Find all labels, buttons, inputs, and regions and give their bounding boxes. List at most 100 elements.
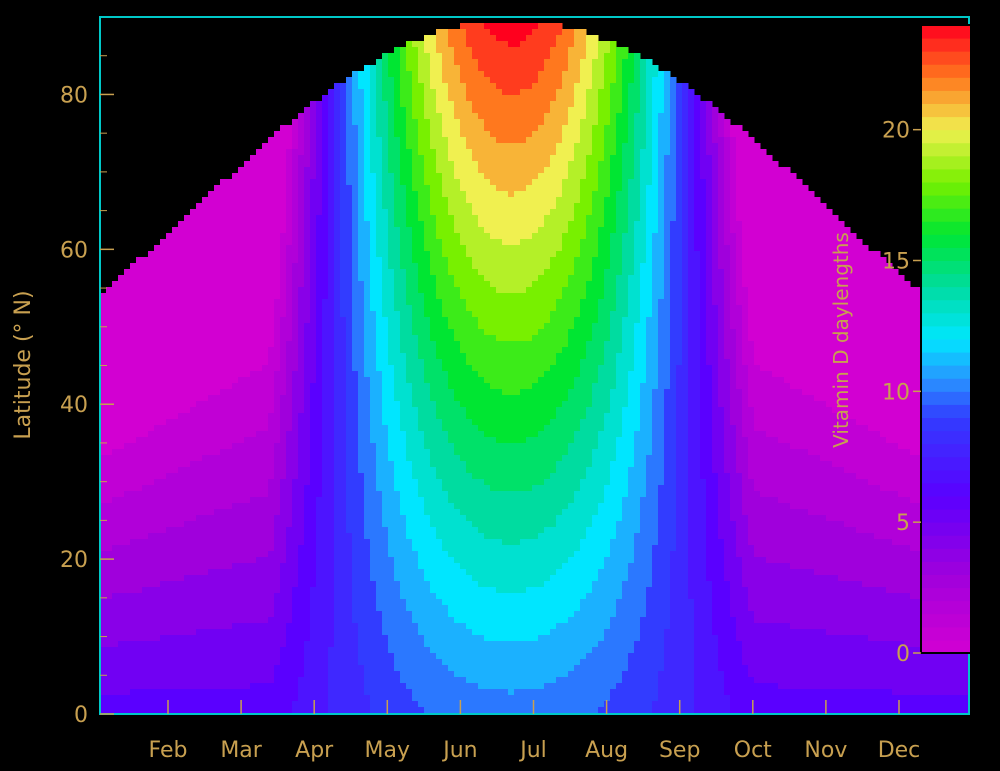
heatmap-cell [142,347,149,354]
heatmap-cell [358,191,365,198]
heatmap-cell [298,707,305,714]
heatmap-cell [412,305,419,312]
heatmap-cell [238,371,245,378]
heatmap-cell [316,551,323,558]
heatmap-cell [250,353,257,360]
heatmap-cell [370,221,377,228]
heatmap-cell [184,611,191,618]
heatmap-cell [274,275,281,282]
heatmap-cell [364,161,371,168]
heatmap-cell [394,587,401,594]
heatmap-cell [154,389,161,396]
heatmap-cell [244,431,251,438]
heatmap-cell [406,221,413,228]
heatmap-cell [298,311,305,318]
heatmap-cell [322,371,329,378]
heatmap-cell [196,479,203,486]
heatmap-cell [328,353,335,360]
heatmap-cell [226,683,233,690]
heatmap-cell [268,377,275,384]
heatmap-cell [328,509,335,516]
heatmap-cell [262,527,269,534]
heatmap-cell [256,581,263,588]
heatmap-cell [298,197,305,204]
heatmap-cell [310,671,317,678]
heatmap-cell [202,455,209,462]
heatmap-cell [400,233,407,240]
heatmap-cell [226,359,233,366]
heatmap-cell [322,569,329,576]
heatmap-cell [226,407,233,414]
heatmap-cell [154,593,161,600]
heatmap-cell [280,443,287,450]
heatmap-cell [226,701,233,708]
heatmap-cell [322,497,329,504]
heatmap-cell [220,599,227,606]
heatmap-cell [226,251,233,258]
heatmap-cell [100,593,107,600]
heatmap-cell [136,539,143,546]
heatmap-cell [346,599,353,606]
heatmap-cell [262,647,269,654]
heatmap-cell [136,653,143,660]
heatmap-cell [292,383,299,390]
heatmap-cell [118,617,125,624]
heatmap-cell [322,227,329,234]
heatmap-cell [130,347,137,354]
heatmap-cell [382,53,389,60]
heatmap-cell [304,521,311,528]
heatmap-cell [310,293,317,300]
heatmap-cell [166,521,173,528]
heatmap-cell [184,701,191,708]
heatmap-cell [322,131,329,138]
heatmap-cell [316,557,323,564]
heatmap-cell [274,203,281,210]
heatmap-cell [178,647,185,654]
heatmap-cell [280,293,287,300]
heatmap-cell [214,419,221,426]
heatmap-cell [196,605,203,612]
heatmap-cell [328,167,335,174]
heatmap-cell [370,635,377,642]
heatmap-cell [220,257,227,264]
heatmap-cell [220,179,227,186]
heatmap-cell [400,569,407,576]
heatmap-cell [388,65,395,72]
heatmap-cell [376,191,383,198]
heatmap-cell [322,395,329,402]
heatmap-cell [220,467,227,474]
heatmap-cell [370,191,377,198]
heatmap-cell [316,395,323,402]
heatmap-cell [394,629,401,636]
heatmap-cell [208,413,215,420]
heatmap-cell [238,191,245,198]
heatmap-cell [268,311,275,318]
heatmap-cell [322,257,329,264]
heatmap-cell [394,527,401,534]
heatmap-cell [346,101,353,108]
heatmap-cell [352,491,359,498]
heatmap-cell [412,533,419,540]
heatmap-cell [268,707,275,714]
heatmap-cell [226,443,233,450]
heatmap-cell [190,347,197,354]
heatmap-cell [148,503,155,510]
heatmap-cell [196,311,203,318]
heatmap-cell [142,545,149,552]
heatmap-cell [334,617,341,624]
heatmap-cell [280,533,287,540]
heatmap-cell [262,281,269,288]
heatmap-cell [208,347,215,354]
heatmap-cell [352,497,359,504]
heatmap-cell [322,161,329,168]
heatmap-cell [154,695,161,702]
heatmap-cell [382,599,389,606]
heatmap-cell [316,419,323,426]
heatmap-cell [196,401,203,408]
heatmap-cell [112,563,119,570]
heatmap-cell [106,449,113,456]
heatmap-cell [304,215,311,222]
heatmap-cell [298,383,305,390]
heatmap-cell [382,701,389,708]
heatmap-cell [124,695,131,702]
